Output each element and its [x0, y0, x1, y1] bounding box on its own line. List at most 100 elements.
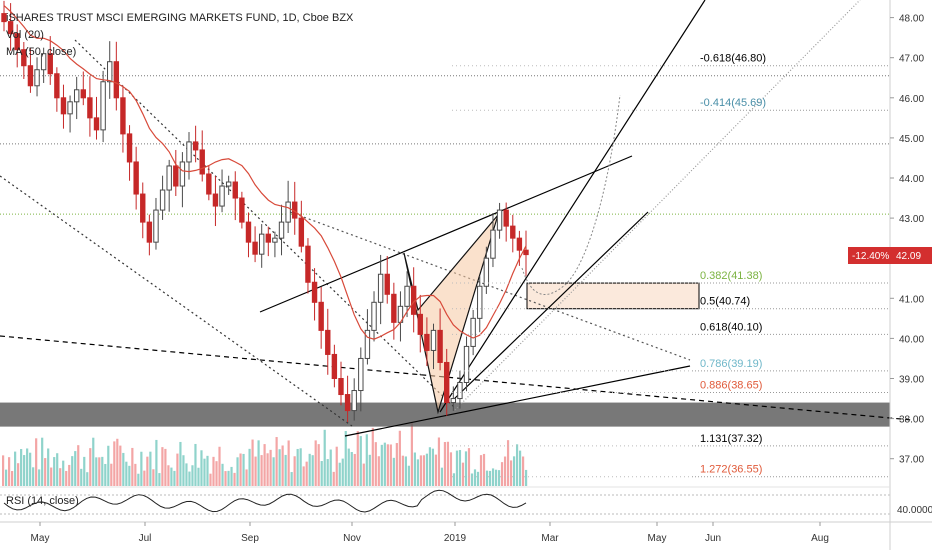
volume-bar [362, 463, 365, 486]
candle-body [371, 301, 377, 331]
candle-body [417, 313, 423, 335]
volume-bar [14, 451, 17, 486]
candle-body [377, 273, 384, 303]
volume-bar [296, 448, 299, 486]
volume-bar [413, 452, 416, 486]
volume-bar [449, 452, 453, 486]
volume-bar [398, 430, 401, 486]
volume-bar [62, 460, 65, 486]
target-box [526, 282, 700, 310]
volume-bar [287, 440, 290, 486]
volume-bar [23, 455, 26, 486]
volume-bar [104, 463, 107, 486]
volume-bar [344, 430, 347, 486]
candle-body [40, 53, 47, 71]
channel-lower [452, 211, 649, 401]
volume-bar [221, 463, 224, 486]
volume-bar [305, 461, 308, 486]
price-tick-label: 38.00 [899, 415, 924, 426]
volume-bar [125, 461, 128, 486]
volume-bar [170, 467, 173, 486]
volume-bar [431, 448, 435, 486]
candle-body [278, 221, 285, 239]
candle-body [54, 73, 60, 99]
candle-body [34, 69, 40, 87]
volume-bar [275, 437, 278, 486]
volume-bar [356, 431, 359, 486]
volume-bar [380, 444, 383, 486]
candle-body [186, 141, 192, 163]
candle-body [93, 117, 100, 131]
volume-bar [218, 446, 221, 486]
volume-bar [428, 447, 432, 486]
volume-bar [140, 451, 143, 486]
volume-bar [152, 469, 155, 486]
volume-bar [38, 469, 41, 486]
volume-bar [338, 462, 341, 486]
fib-level-label: -0.414(45.69) [700, 97, 766, 109]
time-tick-label: May [648, 533, 667, 544]
volume-bar [206, 455, 209, 486]
candle-body [225, 181, 232, 187]
volume-bar [395, 443, 398, 486]
rsi-tick-label: 40.0000 [897, 505, 932, 516]
time-tick-label: May [31, 533, 50, 544]
candle-body [239, 197, 245, 223]
volume-bar [416, 459, 419, 486]
volume-bar [26, 448, 29, 486]
volume-bar [227, 470, 230, 486]
volume-bar [20, 449, 23, 486]
volume-bar [491, 468, 495, 486]
candle-body [100, 81, 106, 131]
volume-bar [131, 447, 134, 486]
volume-bar [236, 457, 239, 486]
volume-bar [500, 462, 504, 486]
volume-bar [98, 457, 101, 486]
fib-level-label: 0.786(39.19) [700, 358, 762, 370]
candle-body [404, 285, 410, 307]
volume-bar [389, 444, 392, 486]
volume-bar [209, 473, 212, 486]
volume-bar [512, 456, 516, 486]
volume-bar [446, 441, 450, 486]
volume-bar [119, 445, 122, 486]
volume-bar [302, 466, 305, 486]
candle-body [437, 329, 443, 363]
volume-bar [158, 473, 161, 486]
fib-level-label: 0.5(40.74) [700, 296, 750, 308]
fib-level-label: 0.382(41.38) [700, 270, 762, 282]
volume-bar [509, 460, 513, 486]
candle-body [325, 329, 331, 355]
support-zone [0, 402, 890, 427]
candle-body [463, 345, 470, 384]
volume-bar [329, 449, 332, 486]
price-tick-label: 37.00 [899, 455, 924, 466]
volume-bar [128, 465, 131, 486]
volume-bar [155, 439, 158, 486]
volume-bar [332, 471, 335, 486]
candle-body [73, 89, 80, 103]
volume-bar [443, 442, 447, 486]
candle-body [483, 257, 490, 287]
trendline-lower-dotted [0, 175, 353, 427]
price-tick-label: 48.00 [899, 14, 924, 25]
volume-bar [464, 451, 468, 486]
volume-bar [434, 454, 438, 486]
price-tick-label: 41.00 [899, 294, 924, 305]
candle-body [7, 21, 14, 35]
volume-bar [311, 455, 314, 486]
candle-body [311, 281, 318, 303]
volume-bar [146, 456, 149, 486]
volume-bar [161, 447, 164, 486]
volume-bar [521, 456, 525, 486]
wedge-upper [259, 155, 633, 313]
volume-bar [524, 469, 528, 486]
candle-body [424, 333, 430, 351]
volume-bar [68, 464, 71, 486]
candle-body [80, 89, 86, 99]
price-tick-label: 40.00 [899, 334, 924, 345]
volume-bar [341, 458, 344, 486]
volume-bar [92, 437, 95, 486]
